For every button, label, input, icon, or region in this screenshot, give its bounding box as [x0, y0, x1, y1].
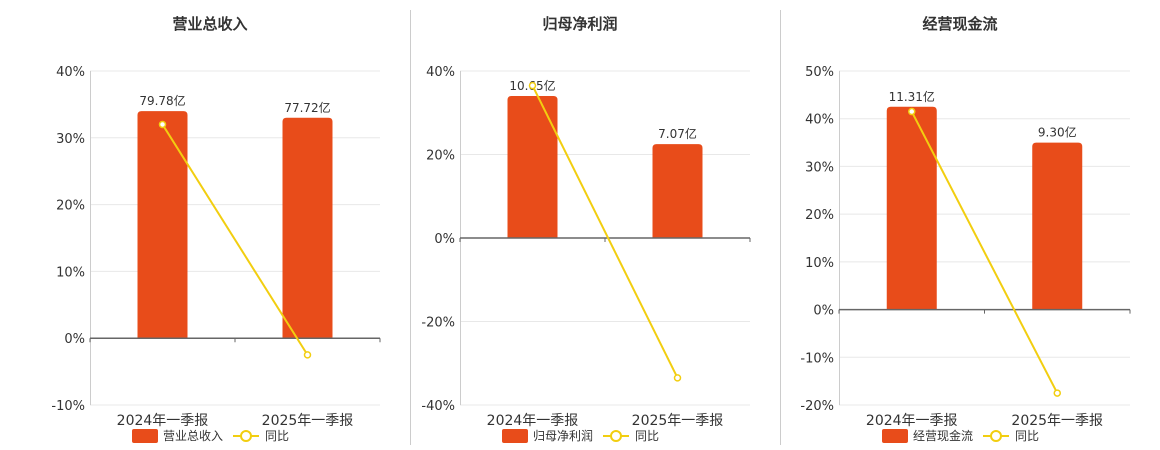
y-tick-label: 20% [426, 149, 455, 164]
chart-panel-3: 经营现金流 -20% -10% 0% 10% 20% 30% 40% 50% 11.31亿 9.30… [800, 15, 1131, 443]
bar [1032, 142, 1083, 310]
x-tick-label: 2025年一季报 [262, 413, 354, 429]
x-tick-label: 2025年一季报 [1011, 413, 1103, 429]
legend-swatch-bar [882, 429, 908, 443]
legend-label: 同比 [635, 429, 659, 443]
y-tick-label: -20% [421, 316, 455, 331]
legend-swatch-bar [502, 429, 528, 443]
y-tick-label: -40% [421, 399, 455, 414]
series-point [303, 351, 312, 359]
chart-title: 归母净利润 [542, 15, 617, 33]
bar [282, 117, 333, 339]
series-point [1053, 389, 1061, 397]
series-point [528, 81, 537, 90]
y-tick-label: 50% [805, 65, 834, 80]
x-tick-label: 2024年一季报 [487, 413, 579, 429]
y-tick-label: -10% [51, 399, 85, 414]
y-tick-label: 40% [426, 65, 455, 80]
legend-label: 同比 [265, 429, 289, 443]
chart-panel-2: 归母净利润-40%-20%0%20%40%10.65亿7.07亿2024年一季报… [421, 15, 751, 443]
y-tick-label: -20% [800, 399, 834, 414]
y-tick-label: 0% [813, 304, 834, 319]
legend-label: 经营现金流 [913, 428, 973, 443]
bar-value-label: 9.30亿 [1038, 125, 1077, 140]
series-point [158, 120, 167, 129]
chart-panel-1: 营业总收入 -10% 0% 10% 20% 30% 40% 79.78亿 77.72亿 2024年… [51, 15, 381, 443]
legend-swatch-marker [240, 430, 252, 442]
y-tick-label: 10% [56, 265, 85, 280]
legend-swatch-bar [132, 429, 158, 443]
bar-value-label: 79.78亿 [139, 93, 185, 108]
bar [652, 144, 703, 238]
bar-value-label: 11.31亿 [889, 89, 935, 104]
y-tick-label: 20% [56, 199, 85, 214]
x-tick-label: 2025年一季报 [632, 413, 724, 429]
bar-value-label: 77.72亿 [284, 100, 330, 115]
y-tick-label: 40% [805, 113, 834, 128]
bar-value-label: 7.07亿 [658, 126, 697, 141]
y-tick-label: 10% [805, 256, 834, 271]
legend-label: 归母净利润 [533, 429, 593, 443]
bar [137, 111, 188, 339]
chart-title: 经营现金流 [922, 15, 997, 33]
y-tick-label: 20% [805, 208, 834, 223]
bar [886, 106, 937, 310]
y-tick-label: -10% [800, 351, 834, 366]
legend-swatch-marker [610, 430, 622, 442]
y-tick-label: 0% [64, 332, 85, 347]
chart-title: 营业总收入 [172, 15, 247, 33]
series-line [531, 85, 679, 379]
series-point [673, 374, 682, 382]
bar [507, 96, 558, 238]
x-tick-label: 2024年一季报 [117, 413, 209, 429]
y-tick-label: 30% [56, 132, 85, 147]
legend-label: 同比 [1015, 429, 1039, 443]
legend-label: 营业总收入 [163, 429, 223, 443]
legend-swatch-marker [990, 430, 1002, 442]
series-line [161, 123, 309, 356]
y-tick-label: 30% [805, 160, 834, 175]
y-tick-label: 40% [56, 65, 85, 80]
series-line [910, 111, 1059, 394]
series-point [908, 107, 916, 116]
y-tick-label: 0% [434, 232, 455, 247]
x-tick-label: 2024年一季报 [866, 413, 958, 429]
